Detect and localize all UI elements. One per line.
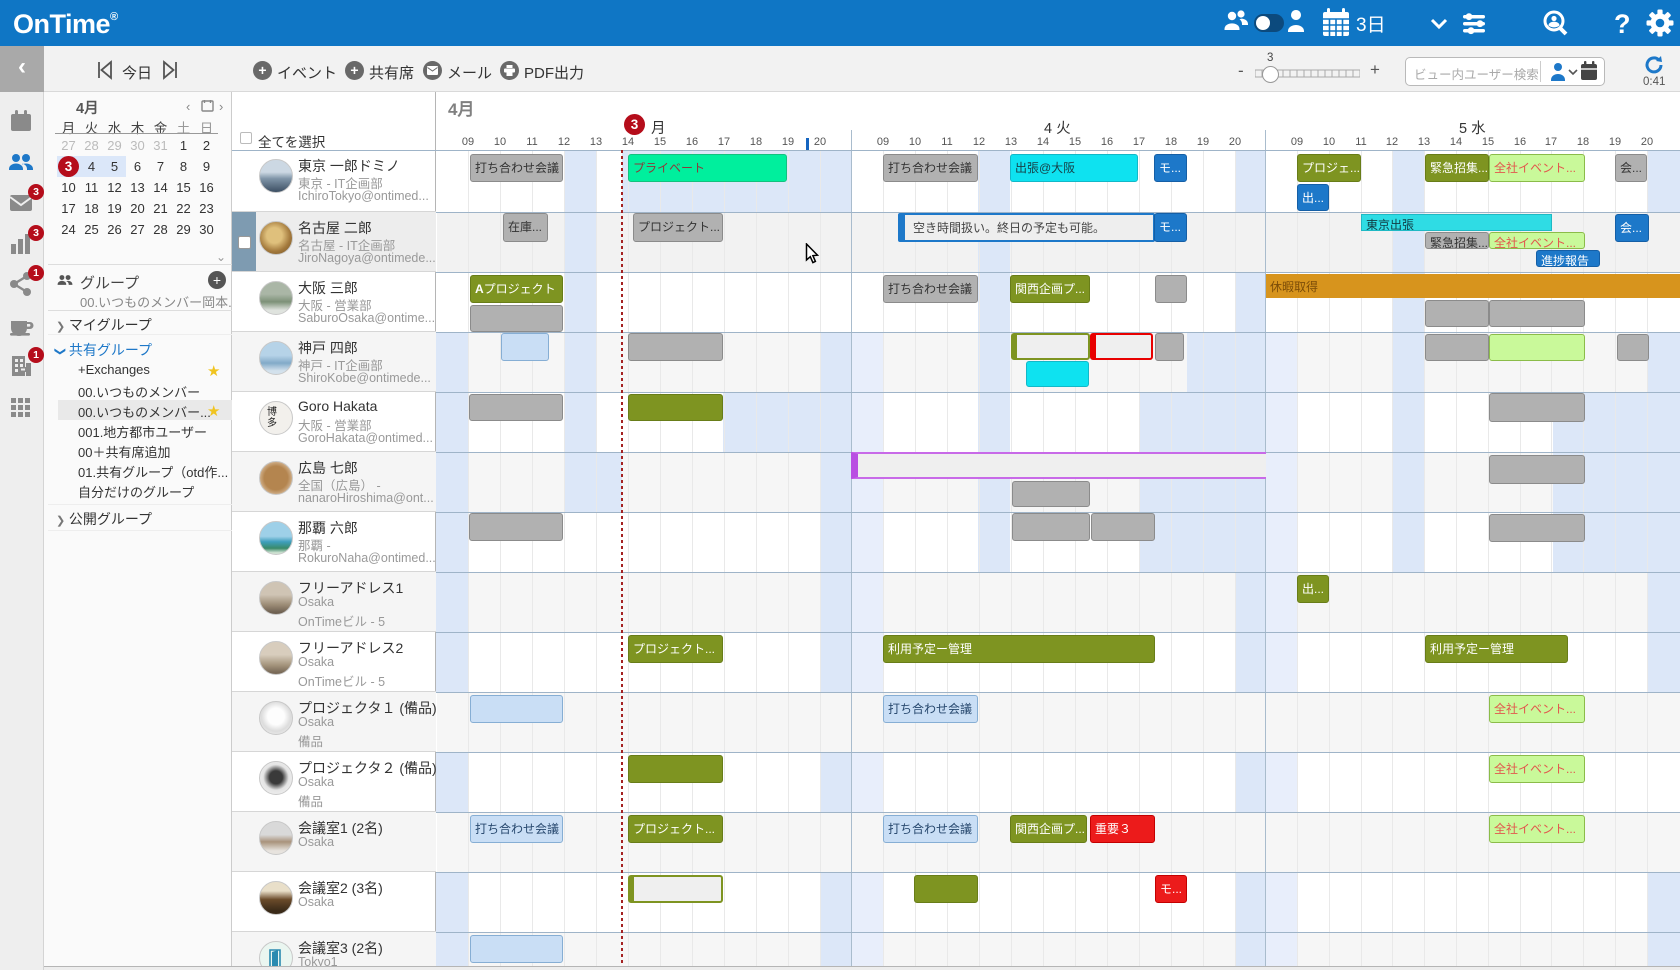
svg-text:?: ? [1614,9,1631,39]
svg-text:3日: 3日 [1356,15,1386,36]
